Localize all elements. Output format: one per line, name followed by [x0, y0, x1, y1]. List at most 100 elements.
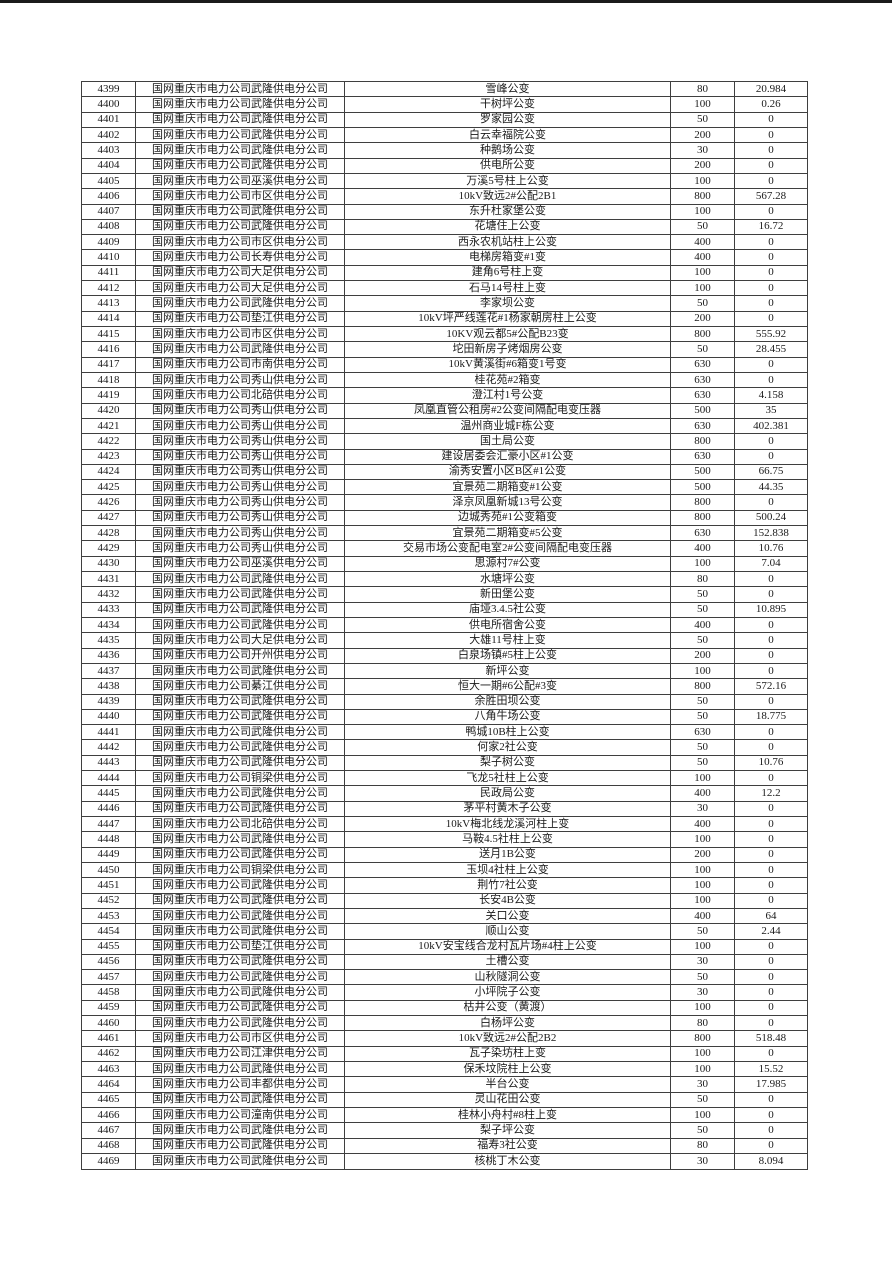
row-id-cell: 4429 [81, 540, 136, 557]
station-cell: 庙垭3.4.5社公变 [344, 601, 671, 618]
value-cell: 0 [734, 356, 808, 373]
table-row: 4415 国网重庆市电力公司市区供电分公司 10KV观云都5#公配B23变 80… [81, 325, 808, 343]
capacity-cell: 800 [670, 433, 735, 450]
station-cell: 澄江村1号公变 [344, 387, 671, 404]
capacity-cell: 50 [670, 693, 735, 710]
company-cell: 国网重庆市电力公司武隆供电分公司 [135, 708, 345, 726]
row-id-cell: 4428 [81, 525, 136, 542]
table-row: 4439 国网重庆市电力公司武隆供电分公司 余胜田坝公变 50 0 [81, 693, 808, 710]
company-cell: 国网重庆市电力公司大足供电分公司 [135, 264, 345, 282]
row-id-cell: 4469 [81, 1152, 136, 1171]
table-row: 4456 国网重庆市电力公司武隆供电分公司 土槽公变 30 0 [81, 953, 808, 971]
row-id-cell: 4453 [81, 907, 136, 925]
table-row: 4449 国网重庆市电力公司武隆供电分公司 送月1B公变 200 0 [81, 846, 808, 863]
company-cell: 国网重庆市电力公司武隆供电分公司 [135, 1015, 345, 1032]
capacity-cell: 50 [670, 969, 735, 986]
station-cell: 马鞍4.5社柱上公变 [344, 831, 671, 848]
station-cell: 坨田新房子烤烟房公变 [344, 341, 671, 358]
table-row: 4424 国网重庆市电力公司秀山供电分公司 渝秀安置小区B区#1公变 500 6… [81, 463, 808, 481]
capacity-cell: 80 [670, 1015, 735, 1032]
value-cell: 0 [734, 861, 808, 879]
table-row: 4453 国网重庆市电力公司武隆供电分公司 关口公变 400 64 [81, 907, 808, 925]
row-id-cell: 4410 [81, 249, 136, 266]
table-row: 4430 国网重庆市电力公司巫溪供电分公司 思源村7#公变 100 7.04 [81, 555, 808, 573]
row-id-cell: 4427 [81, 509, 136, 527]
station-cell: 建角6号柱上变 [344, 264, 671, 282]
capacity-cell: 30 [670, 1152, 735, 1171]
row-id-cell: 4430 [81, 555, 136, 573]
row-id-cell: 4408 [81, 218, 136, 236]
company-cell: 国网重庆市电力公司北碚供电分公司 [135, 387, 345, 404]
row-id-cell: 4422 [81, 433, 136, 450]
capacity-cell: 100 [670, 770, 735, 787]
capacity-cell: 30 [670, 984, 735, 1001]
table-row: 4445 国网重庆市电力公司武隆供电分公司 民政局公变 400 12.2 [81, 785, 808, 802]
value-cell: 4.158 [734, 387, 808, 404]
table-row: 4417 国网重庆市电力公司市南供电分公司 10kV黄溪街#6箱变1号变 630… [81, 356, 808, 373]
row-id-cell: 4441 [81, 724, 136, 741]
table-row: 4403 国网重庆市电力公司武隆供电分公司 种鹅场公变 30 0 [81, 142, 808, 159]
row-id-cell: 4462 [81, 1045, 136, 1063]
capacity-cell: 30 [670, 953, 735, 971]
company-cell: 国网重庆市电力公司巫溪供电分公司 [135, 555, 345, 573]
company-cell: 国网重庆市电力公司秀山供电分公司 [135, 402, 345, 419]
station-cell: 桂林小舟村#8柱上变 [344, 1106, 671, 1124]
capacity-cell: 100 [670, 264, 735, 282]
capacity-cell: 50 [670, 1091, 735, 1108]
station-cell: 边城秀苑#1公变箱变 [344, 509, 671, 527]
table-row: 4466 国网重庆市电力公司潼南供电分公司 桂林小舟村#8柱上变 100 0 [81, 1106, 808, 1124]
capacity-cell: 630 [670, 417, 735, 435]
row-id-cell: 4424 [81, 463, 136, 481]
company-cell: 国网重庆市电力公司秀山供电分公司 [135, 371, 345, 389]
row-id-cell: 4435 [81, 632, 136, 649]
value-cell: 0 [734, 770, 808, 787]
value-cell: 152.838 [734, 525, 808, 542]
capacity-cell: 50 [670, 218, 735, 236]
value-cell: 0 [734, 1091, 808, 1108]
row-id-cell: 4411 [81, 264, 136, 282]
value-cell: 0 [734, 953, 808, 971]
value-cell: 0 [734, 800, 808, 818]
row-id-cell: 4468 [81, 1137, 136, 1154]
table-row: 4400 国网重庆市电力公司武隆供电分公司 干树坪公变 100 0.26 [81, 96, 808, 113]
station-cell: 建设居委会汇豪小区#1公变 [344, 448, 671, 465]
company-cell: 国网重庆市电力公司武隆供电分公司 [135, 142, 345, 159]
company-cell: 国网重庆市电力公司市区供电分公司 [135, 234, 345, 251]
capacity-cell: 100 [670, 999, 735, 1017]
station-cell: 顺山公变 [344, 923, 671, 940]
station-cell: 10KV观云都5#公配B23变 [344, 325, 671, 343]
capacity-cell: 800 [670, 1030, 735, 1047]
company-cell: 国网重庆市电力公司武隆供电分公司 [135, 999, 345, 1017]
value-cell: 0 [734, 1137, 808, 1154]
capacity-cell: 100 [670, 280, 735, 297]
value-cell: 10.895 [734, 601, 808, 618]
station-cell: 山秋隧洞公变 [344, 969, 671, 986]
capacity-cell: 100 [670, 662, 735, 680]
capacity-cell: 200 [670, 647, 735, 664]
value-cell: 402.381 [734, 417, 808, 435]
value-cell: 0 [734, 877, 808, 894]
row-id-cell: 4442 [81, 739, 136, 756]
company-cell: 国网重庆市电力公司武隆供电分公司 [135, 126, 345, 144]
station-cell: 枯井公变（黄渡） [344, 999, 671, 1017]
value-cell: 0 [734, 371, 808, 389]
table-row: 4450 国网重庆市电力公司铜梁供电分公司 玉坝4社柱上公变 100 0 [81, 861, 808, 879]
station-cell: 送月1B公变 [344, 846, 671, 863]
row-id-cell: 4416 [81, 341, 136, 358]
station-cell: 何家2社公变 [344, 739, 671, 756]
station-cell: 李家坝公变 [344, 295, 671, 312]
company-cell: 国网重庆市电力公司武隆供电分公司 [135, 218, 345, 236]
table-row: 4425 国网重庆市电力公司秀山供电分公司 宜景苑二期箱变#1公变 500 44… [81, 479, 808, 496]
station-cell: 新田堡公变 [344, 586, 671, 603]
row-id-cell: 4400 [81, 96, 136, 113]
company-cell: 国网重庆市电力公司武隆供电分公司 [135, 907, 345, 925]
station-cell: 新坪公变 [344, 662, 671, 680]
company-cell: 国网重庆市电力公司武隆供电分公司 [135, 693, 345, 710]
company-cell: 国网重庆市电力公司垫江供电分公司 [135, 938, 345, 955]
table-row: 4414 国网重庆市电力公司垫江供电分公司 10kV坪严线莲花#1杨家朝房柱上公… [81, 310, 808, 328]
company-cell: 国网重庆市电力公司武隆供电分公司 [135, 96, 345, 113]
company-cell: 国网重庆市电力公司秀山供电分公司 [135, 494, 345, 511]
table-row: 4401 国网重庆市电力公司武隆供电分公司 罗家园公变 50 0 [81, 111, 808, 128]
value-cell: 0.26 [734, 96, 808, 113]
